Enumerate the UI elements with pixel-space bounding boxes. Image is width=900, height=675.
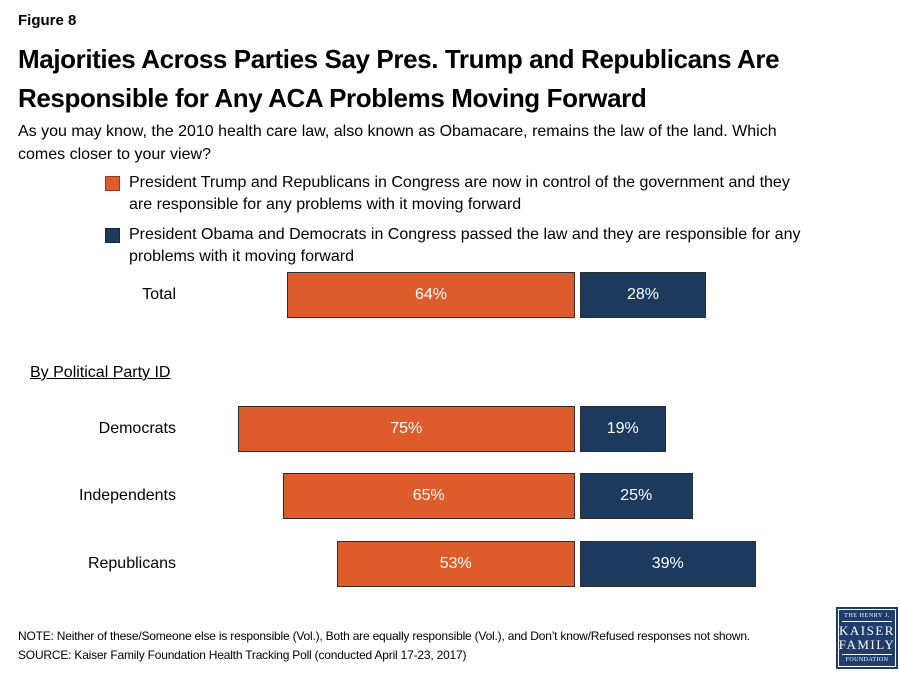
figure-label: Figure 8 (18, 12, 77, 29)
bar-row-independents: Independents 65% 25% (0, 473, 900, 519)
legend-text-line: problems with it moving forward (129, 248, 354, 265)
row-label-republicans: Republicans (87, 555, 176, 572)
page-title: Majorities Across Parties Say Pres. Trum… (18, 40, 780, 118)
title-line-2: Responsible for Any ACA Problems Moving … (18, 83, 647, 113)
bar-trump-republicans-independents: 65% (282, 473, 575, 519)
legend-text-line: President Obama and Democrats in Congres… (129, 226, 801, 243)
source-text: SOURCE: Kaiser Family Foundation Health … (18, 648, 467, 662)
bar-trump-republicans-republicans: 53% (336, 541, 575, 587)
bar-row-total: Total 64% 28% (0, 272, 900, 318)
kff-logo-text-kaiser: KAISER (839, 622, 895, 638)
bar-obama-democrats-democrats: 19% (580, 406, 666, 452)
legend-item-trump-republicans: President Trump and Republicans in Congr… (105, 172, 800, 216)
kff-logo-frame: THE HENRY J. KAISER FAMILY FOUNDATION (838, 609, 896, 667)
legend: President Trump and Republicans in Congr… (105, 172, 800, 276)
bar-obama-democrats-total: 28% (580, 272, 706, 318)
bar-row-republicans: Republicans 53% 39% (0, 541, 900, 587)
section-label-party-id: By Political Party ID (30, 364, 171, 381)
row-label-total: Total (142, 286, 176, 303)
legend-item-obama-democrats: President Obama and Democrats in Congres… (105, 224, 800, 268)
kff-logo-text-foundation: FOUNDATION (842, 653, 892, 663)
legend-swatch-navy-icon (105, 228, 120, 243)
title-line-1: Majorities Across Parties Say Pres. Trum… (18, 44, 780, 74)
kff-logo-text-top: THE HENRY J. (842, 613, 892, 622)
bar-obama-democrats-independents: 25% (580, 473, 693, 519)
survey-question: As you may know, the 2010 health care la… (18, 120, 777, 166)
row-label-democrats: Democrats (98, 420, 176, 437)
kff-logo: THE HENRY J. KAISER FAMILY FOUNDATION (836, 607, 898, 669)
bar-trump-republicans-democrats: 75% (237, 406, 575, 452)
legend-label: President Obama and Democrats in Congres… (129, 224, 800, 268)
bar-row-democrats: Democrats 75% 19% (0, 406, 900, 452)
kff-logo-text-family: FAMILY (838, 637, 896, 653)
footer-notes: NOTE: Neither of these/Someone else is r… (18, 627, 750, 665)
subtitle-line-2: comes closer to your view? (18, 146, 211, 163)
legend-text-line: are responsible for any problems with it… (129, 196, 522, 213)
legend-text-line: President Trump and Republicans in Congr… (129, 174, 790, 191)
row-label-independents: Independents (79, 487, 176, 504)
note-text: NOTE: Neither of these/Someone else is r… (18, 629, 750, 643)
subtitle-line-1: As you may know, the 2010 health care la… (18, 123, 777, 140)
bar-obama-democrats-republicans: 39% (580, 541, 756, 587)
legend-swatch-orange-icon (105, 176, 120, 191)
bar-trump-republicans-total: 64% (287, 272, 575, 318)
legend-label: President Trump and Republicans in Congr… (129, 172, 790, 216)
